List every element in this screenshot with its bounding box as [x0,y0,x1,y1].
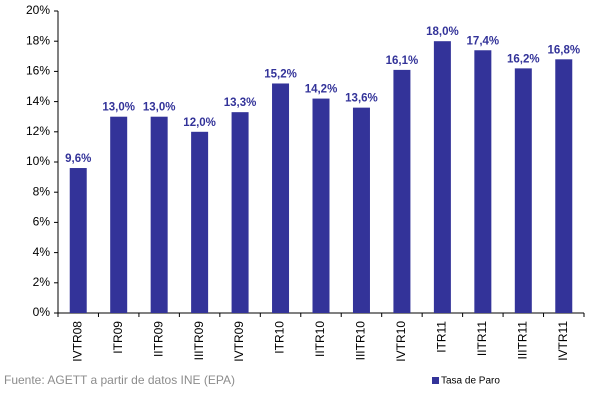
y-tick-label: 10% [26,154,50,168]
y-tick-label: 0% [33,305,51,319]
x-tick-label: IITR10 [313,321,327,357]
x-tick-label: IITR09 [151,321,165,357]
value-label: 13,0% [143,102,176,114]
y-tick-label: 18% [26,33,50,47]
bar [191,131,209,313]
bar [272,83,290,313]
x-tick-label: ITR11 [435,321,449,353]
x-tick-label: IVTR09 [232,321,246,362]
legend-swatch [432,377,439,384]
bar [393,69,411,313]
bar [474,50,492,313]
x-tick-label: IIITR10 [354,321,368,361]
bar [433,41,451,313]
x-tick-label: ITR09 [111,321,125,354]
value-label: 13,6% [345,93,378,105]
value-label: 18,0% [426,26,459,38]
source-note: Fuente: AGETT a partir de datos INE (EPA… [4,373,235,387]
y-tick-label: 14% [26,94,50,108]
legend-label: Tasa de Paro [441,376,500,387]
bar [312,98,330,313]
bar [150,116,168,313]
value-label: 9,6% [65,153,91,165]
value-label: 14,2% [305,84,338,96]
value-label: 15,2% [264,69,297,81]
x-tick-label: IVTR08 [70,321,84,362]
bar [352,107,370,313]
y-tick-label: 4% [33,245,51,259]
value-label: 16,2% [507,53,540,65]
y-tick-label: 20% [26,3,50,17]
x-tick-label: IVTR10 [394,321,408,362]
value-label: 16,1% [386,55,419,67]
bar [231,112,249,313]
bar [555,59,573,313]
y-tick-label: 12% [26,124,50,138]
y-tick-label: 2% [33,275,51,289]
bar [110,116,128,313]
x-tick-label: ITR10 [273,321,287,354]
value-label: 12,0% [183,117,216,129]
y-tick-label: 6% [33,215,51,229]
y-tick-label: 8% [33,184,51,198]
value-label: 17,4% [467,35,500,47]
x-tick-label: IIITR11 [515,321,529,360]
value-label: 13,0% [102,102,135,114]
value-label: 13,3% [224,97,257,109]
x-tick-label: IIITR09 [192,321,206,361]
bar [514,68,532,313]
y-tick-label: 16% [26,64,50,78]
x-tick-label: IITR11 [475,321,489,356]
value-label: 16,8% [547,44,580,56]
x-tick-label: IVTR11 [556,321,570,361]
bar [69,168,87,313]
